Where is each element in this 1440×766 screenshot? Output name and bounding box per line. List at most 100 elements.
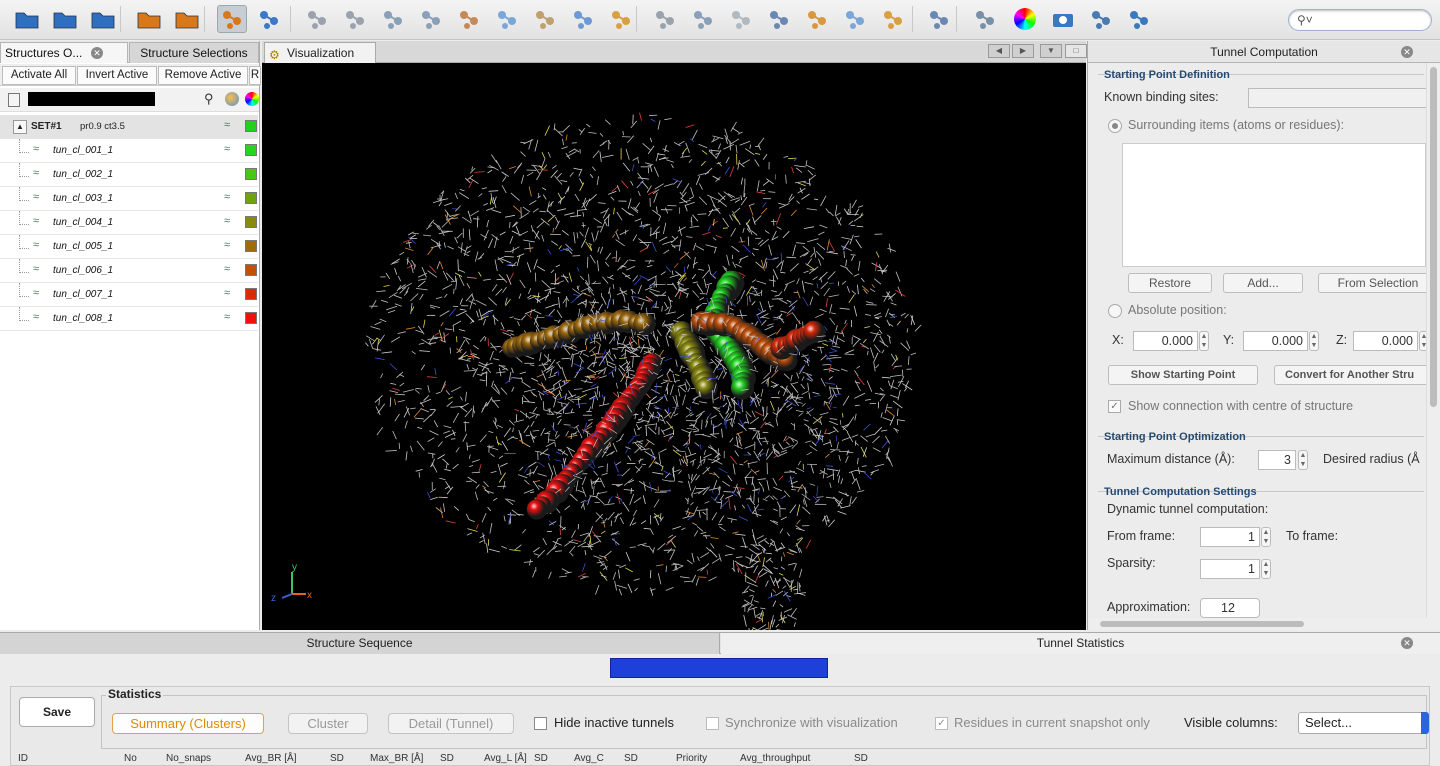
horizontal-scrollbar[interactable] (1088, 618, 1427, 630)
next-icon[interactable]: ▶ (1012, 44, 1034, 58)
invert-active-button[interactable]: Invert Active (77, 66, 157, 85)
activate-all-button[interactable]: Activate All (2, 66, 76, 85)
tunnel-row[interactable]: ≈tun_cl_002_1 (0, 163, 258, 187)
dots-view-icon[interactable] (340, 5, 370, 33)
tunnel-row[interactable]: ≈tun_cl_004_1≈ (0, 211, 258, 235)
tunnel-compute-icon[interactable] (217, 5, 247, 33)
open-folder-icon[interactable] (12, 5, 42, 33)
tab-structure-sequence[interactable]: Structure Sequence (0, 633, 720, 654)
known-binding-sites-select[interactable] (1248, 88, 1438, 108)
synchronize-checkbox[interactable] (706, 717, 719, 730)
wrench-icon[interactable]: ≈ (224, 311, 230, 323)
tunnel-color-swatch[interactable] (245, 168, 257, 180)
tunnel-spheres[interactable] (770, 321, 825, 360)
filter-input[interactable] (28, 92, 155, 106)
tunnel-row[interactable]: ≈tun_cl_006_1≈ (0, 259, 258, 283)
close-icon[interactable]: ✕ (1401, 637, 1413, 649)
y-input[interactable]: 0.000 (1243, 331, 1308, 351)
wire-view-icon[interactable] (378, 5, 408, 33)
sparsity-stepper[interactable]: ▲▼ (1261, 559, 1271, 579)
wrench-icon[interactable]: ≈ (224, 239, 230, 251)
camera-icon[interactable] (1048, 5, 1078, 33)
sticks-view-icon[interactable] (416, 5, 446, 33)
cluster-button[interactable]: Cluster (288, 713, 368, 734)
worm-view-icon[interactable] (764, 5, 794, 33)
color-wheel-icon[interactable] (245, 92, 259, 106)
save-button[interactable]: Save (19, 697, 95, 727)
restore-button[interactable]: Restore (1128, 273, 1212, 293)
tunnel-spheres[interactable] (527, 353, 662, 519)
y-stepper[interactable]: ▲▼ (1309, 331, 1319, 351)
import-icon[interactable] (50, 5, 80, 33)
convert-button[interactable]: Convert for Another Stru (1274, 365, 1434, 385)
from-frame-stepper[interactable]: ▲▼ (1261, 527, 1271, 547)
set-color-swatch[interactable] (245, 120, 257, 132)
from-selection-button[interactable]: From Selection (1318, 273, 1438, 293)
approximation-select[interactable]: 12 (1200, 598, 1260, 618)
max-distance-stepper[interactable]: ▲▼ (1298, 450, 1308, 470)
x-stepper[interactable]: ▲▼ (1199, 331, 1209, 351)
trace-view-icon[interactable] (650, 5, 680, 33)
export-icon[interactable] (88, 5, 118, 33)
cloud-icon[interactable] (1086, 5, 1116, 33)
atoms-view-icon[interactable] (302, 5, 332, 33)
tunnel-color-swatch[interactable] (245, 312, 257, 324)
show-connection-checkbox[interactable]: ✓ (1108, 400, 1121, 413)
structure-icon[interactable] (225, 92, 239, 106)
collapse-icon[interactable]: ▲ (13, 120, 27, 134)
residues-snapshot-checkbox[interactable]: ✓ (935, 717, 948, 730)
tunnel-row[interactable]: ≈tun_cl_005_1≈ (0, 235, 258, 259)
tunnel-color-swatch[interactable] (245, 144, 257, 156)
tab-tunnel-statistics[interactable]: Tunnel Statistics ✕ (721, 633, 1440, 654)
summary-clusters-button[interactable]: Summary (Clusters) (112, 713, 264, 734)
copy-icon[interactable] (172, 5, 202, 33)
chain-view-icon[interactable] (726, 5, 756, 33)
ribbon-view-icon[interactable] (606, 5, 636, 33)
settings-icon[interactable] (1124, 5, 1154, 33)
tunnel-color-swatch[interactable] (245, 192, 257, 204)
search-icon[interactable]: ⚲ (204, 91, 214, 107)
tunnel-row[interactable]: ≈tun_cl_003_1≈ (0, 187, 258, 211)
absolute-position-radio[interactable] (1108, 304, 1122, 318)
tunnel-row[interactable]: ≈tun_cl_007_1≈ (0, 283, 258, 307)
visible-columns-select[interactable]: Select... (1298, 712, 1428, 734)
close-icon[interactable]: ✕ (1401, 46, 1413, 58)
more-actions-button[interactable]: R (249, 66, 261, 85)
wrench-icon[interactable]: ≈ (224, 191, 230, 203)
molecule-icon[interactable] (254, 5, 284, 33)
sparsity-input[interactable]: 1 (1200, 559, 1260, 579)
tunnel-color-swatch[interactable] (245, 288, 257, 300)
search-input[interactable]: ⚲˅ (1288, 9, 1432, 31)
cylinder-view-icon[interactable] (454, 5, 484, 33)
branch-view-icon[interactable] (688, 5, 718, 33)
from-frame-input[interactable]: 1 (1200, 527, 1260, 547)
tunnel-color-swatch[interactable] (245, 216, 257, 228)
wrench-icon[interactable]: ≈ (224, 287, 230, 299)
wrench-icon[interactable]: ≈ (224, 143, 230, 155)
menu-icon[interactable]: ▼ (1040, 44, 1062, 58)
visualization-canvas[interactable]: y x z (262, 63, 1086, 630)
color-wheel-icon[interactable] (1010, 5, 1040, 33)
close-icon[interactable]: ✕ (91, 47, 103, 59)
surrounding-items-radio[interactable] (1108, 119, 1122, 133)
maximize-icon[interactable]: □ (1065, 44, 1087, 58)
tab-structure-selections[interactable]: Structure Selections (129, 42, 259, 63)
ligand-view-icon[interactable] (924, 5, 954, 33)
network-icon[interactable] (970, 5, 1000, 33)
previous-icon[interactable]: ◀ (988, 44, 1010, 58)
tunnel-color-swatch[interactable] (245, 264, 257, 276)
tree-set-row[interactable]: ▲ SET#1 pr0.9 ct3.5 ≈ (0, 115, 258, 139)
show-starting-point-button[interactable]: Show Starting Point (1108, 365, 1258, 385)
max-distance-input[interactable]: 3 (1258, 450, 1296, 470)
surrounding-items-list[interactable] (1122, 143, 1426, 267)
tunnel-row[interactable]: ≈tun_cl_001_1≈ (0, 139, 258, 163)
hide-inactive-checkbox[interactable] (534, 717, 547, 730)
x-input[interactable]: 0.000 (1133, 331, 1198, 351)
load-structure-icon[interactable] (134, 5, 164, 33)
sidechain-view-icon[interactable] (878, 5, 908, 33)
wrench-icon[interactable]: ≈ (224, 215, 230, 227)
balls-view-icon[interactable] (492, 5, 522, 33)
vertical-scrollbar[interactable] (1426, 63, 1440, 630)
tunnel-row[interactable]: ≈tun_cl_008_1≈ (0, 307, 258, 331)
backbone-view-icon[interactable] (840, 5, 870, 33)
